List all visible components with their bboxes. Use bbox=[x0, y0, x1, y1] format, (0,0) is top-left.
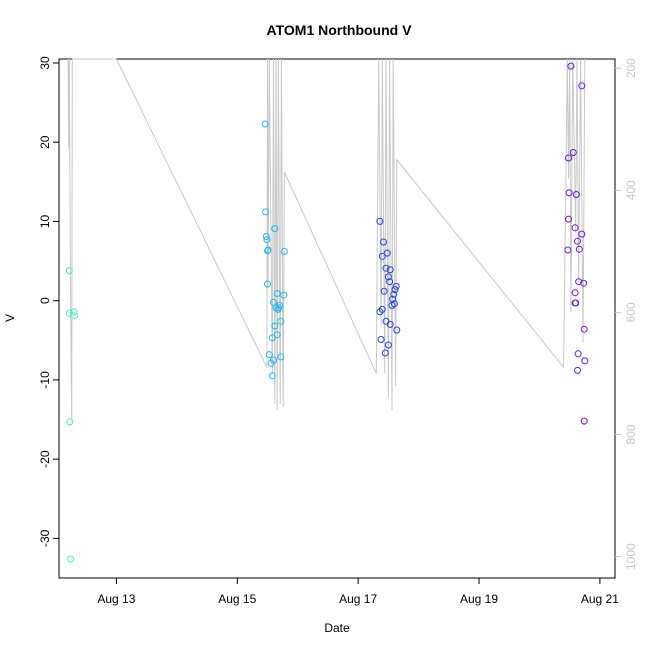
data-point bbox=[386, 320, 394, 328]
data-point bbox=[380, 287, 388, 295]
data-point bbox=[567, 62, 575, 70]
y-tick-label: -20 bbox=[38, 450, 52, 468]
data-point bbox=[65, 267, 73, 275]
data-point bbox=[261, 120, 269, 128]
data-point bbox=[264, 246, 272, 254]
x-tick-label: Aug 21 bbox=[581, 592, 619, 606]
data-point bbox=[264, 280, 271, 288]
y-axis-label: V bbox=[3, 314, 17, 322]
right-tick-label: 1000 bbox=[624, 543, 638, 570]
data-point bbox=[569, 149, 577, 156]
data-point bbox=[277, 353, 285, 361]
data-point bbox=[391, 286, 399, 294]
data-point bbox=[262, 208, 270, 216]
chart-title: ATOM1 Northbound V bbox=[267, 22, 413, 38]
right-tick-label: 400 bbox=[624, 180, 638, 200]
data-point bbox=[574, 237, 581, 245]
data-point bbox=[70, 308, 78, 316]
data-point bbox=[376, 308, 384, 316]
y-axis-right: 200 400 600 800 1000 bbox=[615, 58, 638, 570]
data-point bbox=[377, 336, 385, 343]
y-tick-label: -30 bbox=[38, 529, 52, 547]
data-point bbox=[384, 273, 392, 281]
data-point bbox=[66, 418, 74, 426]
y-tick-label: 20 bbox=[38, 135, 52, 149]
data-point bbox=[275, 304, 283, 312]
data-point bbox=[574, 350, 582, 358]
x-axis-label: Date bbox=[324, 621, 350, 635]
data-point bbox=[262, 233, 270, 240]
y-tick-label: 10 bbox=[38, 214, 52, 228]
data-point bbox=[271, 225, 279, 233]
data-point bbox=[268, 372, 276, 380]
x-axis: Aug 13 Aug 15 Aug 17 Aug 19 Aug 21 bbox=[97, 578, 619, 606]
data-point bbox=[382, 264, 390, 272]
right-tick-label: 200 bbox=[624, 58, 638, 78]
data-point bbox=[393, 326, 401, 334]
data-point bbox=[272, 304, 280, 312]
data-point bbox=[264, 247, 271, 255]
data-point bbox=[581, 357, 589, 365]
right-tick-label: 800 bbox=[624, 424, 638, 444]
data-point bbox=[378, 305, 386, 313]
data-point bbox=[273, 290, 281, 297]
data-point bbox=[565, 154, 572, 162]
y-tick-label: 30 bbox=[38, 56, 52, 70]
data-point bbox=[390, 290, 398, 298]
y-tick-label: 0 bbox=[38, 297, 52, 304]
data-point bbox=[578, 230, 586, 238]
data-point bbox=[265, 351, 273, 359]
data-point bbox=[572, 299, 580, 307]
data-point bbox=[571, 289, 579, 297]
data-point bbox=[263, 236, 271, 244]
right-tick-label: 600 bbox=[624, 302, 638, 322]
data-point bbox=[580, 325, 588, 333]
y-axis-left: -30 -20 -10 0 10 20 30 bbox=[38, 56, 59, 547]
data-point bbox=[386, 278, 394, 286]
data-point bbox=[267, 359, 275, 367]
data-point bbox=[565, 215, 572, 223]
data-point bbox=[274, 305, 282, 313]
data-point bbox=[376, 217, 384, 225]
data-point bbox=[575, 245, 583, 253]
data-point bbox=[280, 291, 288, 299]
data-point bbox=[564, 246, 572, 254]
data-point bbox=[273, 331, 281, 339]
data-point bbox=[572, 191, 580, 198]
data-point bbox=[270, 298, 277, 306]
data-point bbox=[277, 317, 285, 325]
data-point bbox=[67, 555, 74, 563]
scatter-points-layer bbox=[65, 62, 589, 563]
data-point bbox=[71, 312, 79, 320]
data-point bbox=[383, 249, 391, 257]
data-point bbox=[574, 366, 581, 374]
depth-trace-line bbox=[67, 58, 586, 423]
y-tick-label: -10 bbox=[38, 371, 52, 389]
data-point bbox=[268, 334, 276, 342]
x-tick-label: Aug 17 bbox=[339, 592, 377, 606]
data-point bbox=[580, 417, 588, 425]
depth-series-layer bbox=[67, 58, 586, 423]
data-point bbox=[271, 322, 279, 330]
data-point bbox=[571, 224, 579, 232]
data-point bbox=[578, 82, 586, 90]
data-point bbox=[381, 349, 389, 357]
data-point bbox=[388, 301, 396, 309]
data-point bbox=[565, 189, 573, 197]
data-point bbox=[384, 341, 392, 349]
x-tick-label: Aug 13 bbox=[97, 592, 135, 606]
data-point bbox=[380, 238, 387, 246]
plot-frame bbox=[58, 58, 616, 579]
x-tick-label: Aug 15 bbox=[218, 592, 256, 606]
data-point bbox=[378, 252, 386, 260]
data-point bbox=[575, 278, 583, 286]
data-point bbox=[280, 248, 288, 255]
data-point bbox=[580, 279, 588, 287]
data-point bbox=[392, 282, 400, 290]
x-tick-label: Aug 19 bbox=[460, 592, 498, 606]
data-point bbox=[386, 266, 394, 274]
